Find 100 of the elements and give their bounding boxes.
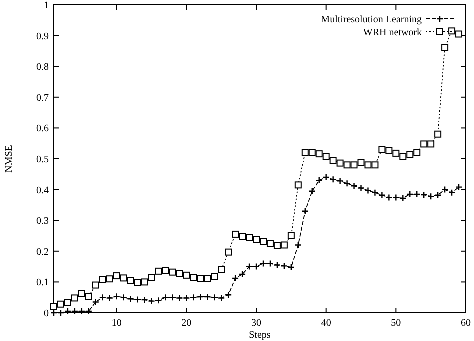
legend-label: WRH network bbox=[363, 28, 422, 38]
point bbox=[176, 270, 184, 278]
point bbox=[350, 182, 358, 190]
x-axis-title: Steps bbox=[249, 330, 271, 341]
point bbox=[169, 294, 176, 302]
point bbox=[113, 293, 120, 300]
point bbox=[253, 236, 260, 244]
point bbox=[364, 162, 372, 169]
point bbox=[358, 184, 365, 192]
point bbox=[294, 242, 302, 249]
x-tick-label: 50 bbox=[391, 318, 402, 329]
point bbox=[288, 232, 295, 240]
point bbox=[400, 153, 407, 160]
point bbox=[232, 274, 240, 282]
point bbox=[92, 298, 100, 306]
point bbox=[294, 182, 302, 189]
point bbox=[120, 294, 128, 302]
point bbox=[238, 270, 246, 278]
point bbox=[260, 238, 267, 246]
point bbox=[455, 184, 463, 191]
point bbox=[456, 30, 463, 38]
y-tick-label: 0.6 bbox=[36, 124, 49, 135]
point bbox=[218, 294, 226, 302]
point bbox=[190, 274, 198, 282]
point bbox=[322, 174, 330, 182]
point bbox=[266, 260, 274, 268]
y-tick-label: 0.4 bbox=[36, 185, 49, 196]
point bbox=[420, 140, 428, 148]
point bbox=[120, 274, 128, 282]
point bbox=[197, 293, 204, 301]
y-tick-label: 0.2 bbox=[36, 246, 49, 258]
point bbox=[113, 272, 120, 280]
point bbox=[406, 190, 414, 198]
point bbox=[176, 294, 184, 302]
y-tick-label: 0.5 bbox=[36, 154, 49, 166]
point bbox=[64, 299, 72, 306]
point bbox=[134, 296, 142, 304]
point bbox=[442, 44, 449, 52]
point bbox=[434, 192, 442, 199]
point bbox=[448, 28, 456, 35]
point bbox=[420, 191, 428, 199]
point bbox=[406, 151, 414, 158]
point bbox=[204, 293, 212, 301]
y-tick-label: 1 bbox=[44, 0, 49, 12]
point bbox=[336, 160, 344, 167]
point bbox=[183, 294, 190, 302]
point bbox=[372, 162, 379, 169]
point bbox=[78, 308, 86, 316]
point bbox=[64, 308, 72, 316]
point bbox=[428, 140, 435, 148]
point bbox=[316, 150, 323, 158]
point bbox=[448, 189, 456, 196]
point bbox=[441, 186, 449, 194]
point bbox=[330, 176, 337, 184]
point bbox=[358, 159, 365, 166]
point bbox=[434, 130, 442, 138]
point bbox=[162, 294, 170, 302]
point bbox=[414, 190, 421, 198]
x-tick-label: 40 bbox=[321, 318, 332, 329]
point bbox=[148, 274, 156, 282]
point bbox=[266, 240, 274, 248]
point bbox=[155, 297, 162, 304]
point bbox=[364, 187, 372, 194]
point bbox=[50, 309, 58, 317]
point bbox=[224, 292, 232, 299]
point bbox=[308, 188, 316, 195]
point bbox=[252, 263, 260, 270]
point bbox=[350, 162, 358, 169]
point bbox=[141, 278, 148, 286]
point bbox=[92, 282, 100, 289]
point bbox=[246, 263, 254, 270]
point bbox=[85, 308, 93, 316]
point bbox=[99, 276, 106, 284]
point bbox=[71, 308, 79, 316]
point bbox=[344, 180, 351, 188]
point bbox=[204, 275, 212, 282]
point bbox=[378, 146, 386, 154]
point bbox=[141, 296, 148, 304]
point bbox=[344, 162, 351, 169]
point bbox=[197, 275, 204, 282]
point bbox=[57, 300, 64, 308]
point bbox=[392, 194, 400, 202]
point bbox=[274, 242, 281, 250]
point bbox=[85, 293, 92, 300]
point bbox=[127, 277, 134, 284]
point bbox=[372, 189, 379, 196]
point bbox=[57, 309, 65, 317]
y-tick-label: 0.7 bbox=[36, 92, 49, 104]
point bbox=[50, 303, 58, 310]
point bbox=[316, 176, 323, 184]
y-axis-title: NMSE bbox=[4, 145, 15, 173]
point bbox=[218, 266, 226, 274]
point bbox=[330, 157, 337, 164]
point bbox=[386, 194, 393, 202]
point bbox=[211, 273, 218, 280]
point bbox=[155, 268, 162, 275]
point bbox=[183, 272, 190, 279]
point bbox=[239, 233, 246, 240]
x-tick-label: 10 bbox=[112, 318, 122, 329]
point bbox=[302, 208, 309, 215]
